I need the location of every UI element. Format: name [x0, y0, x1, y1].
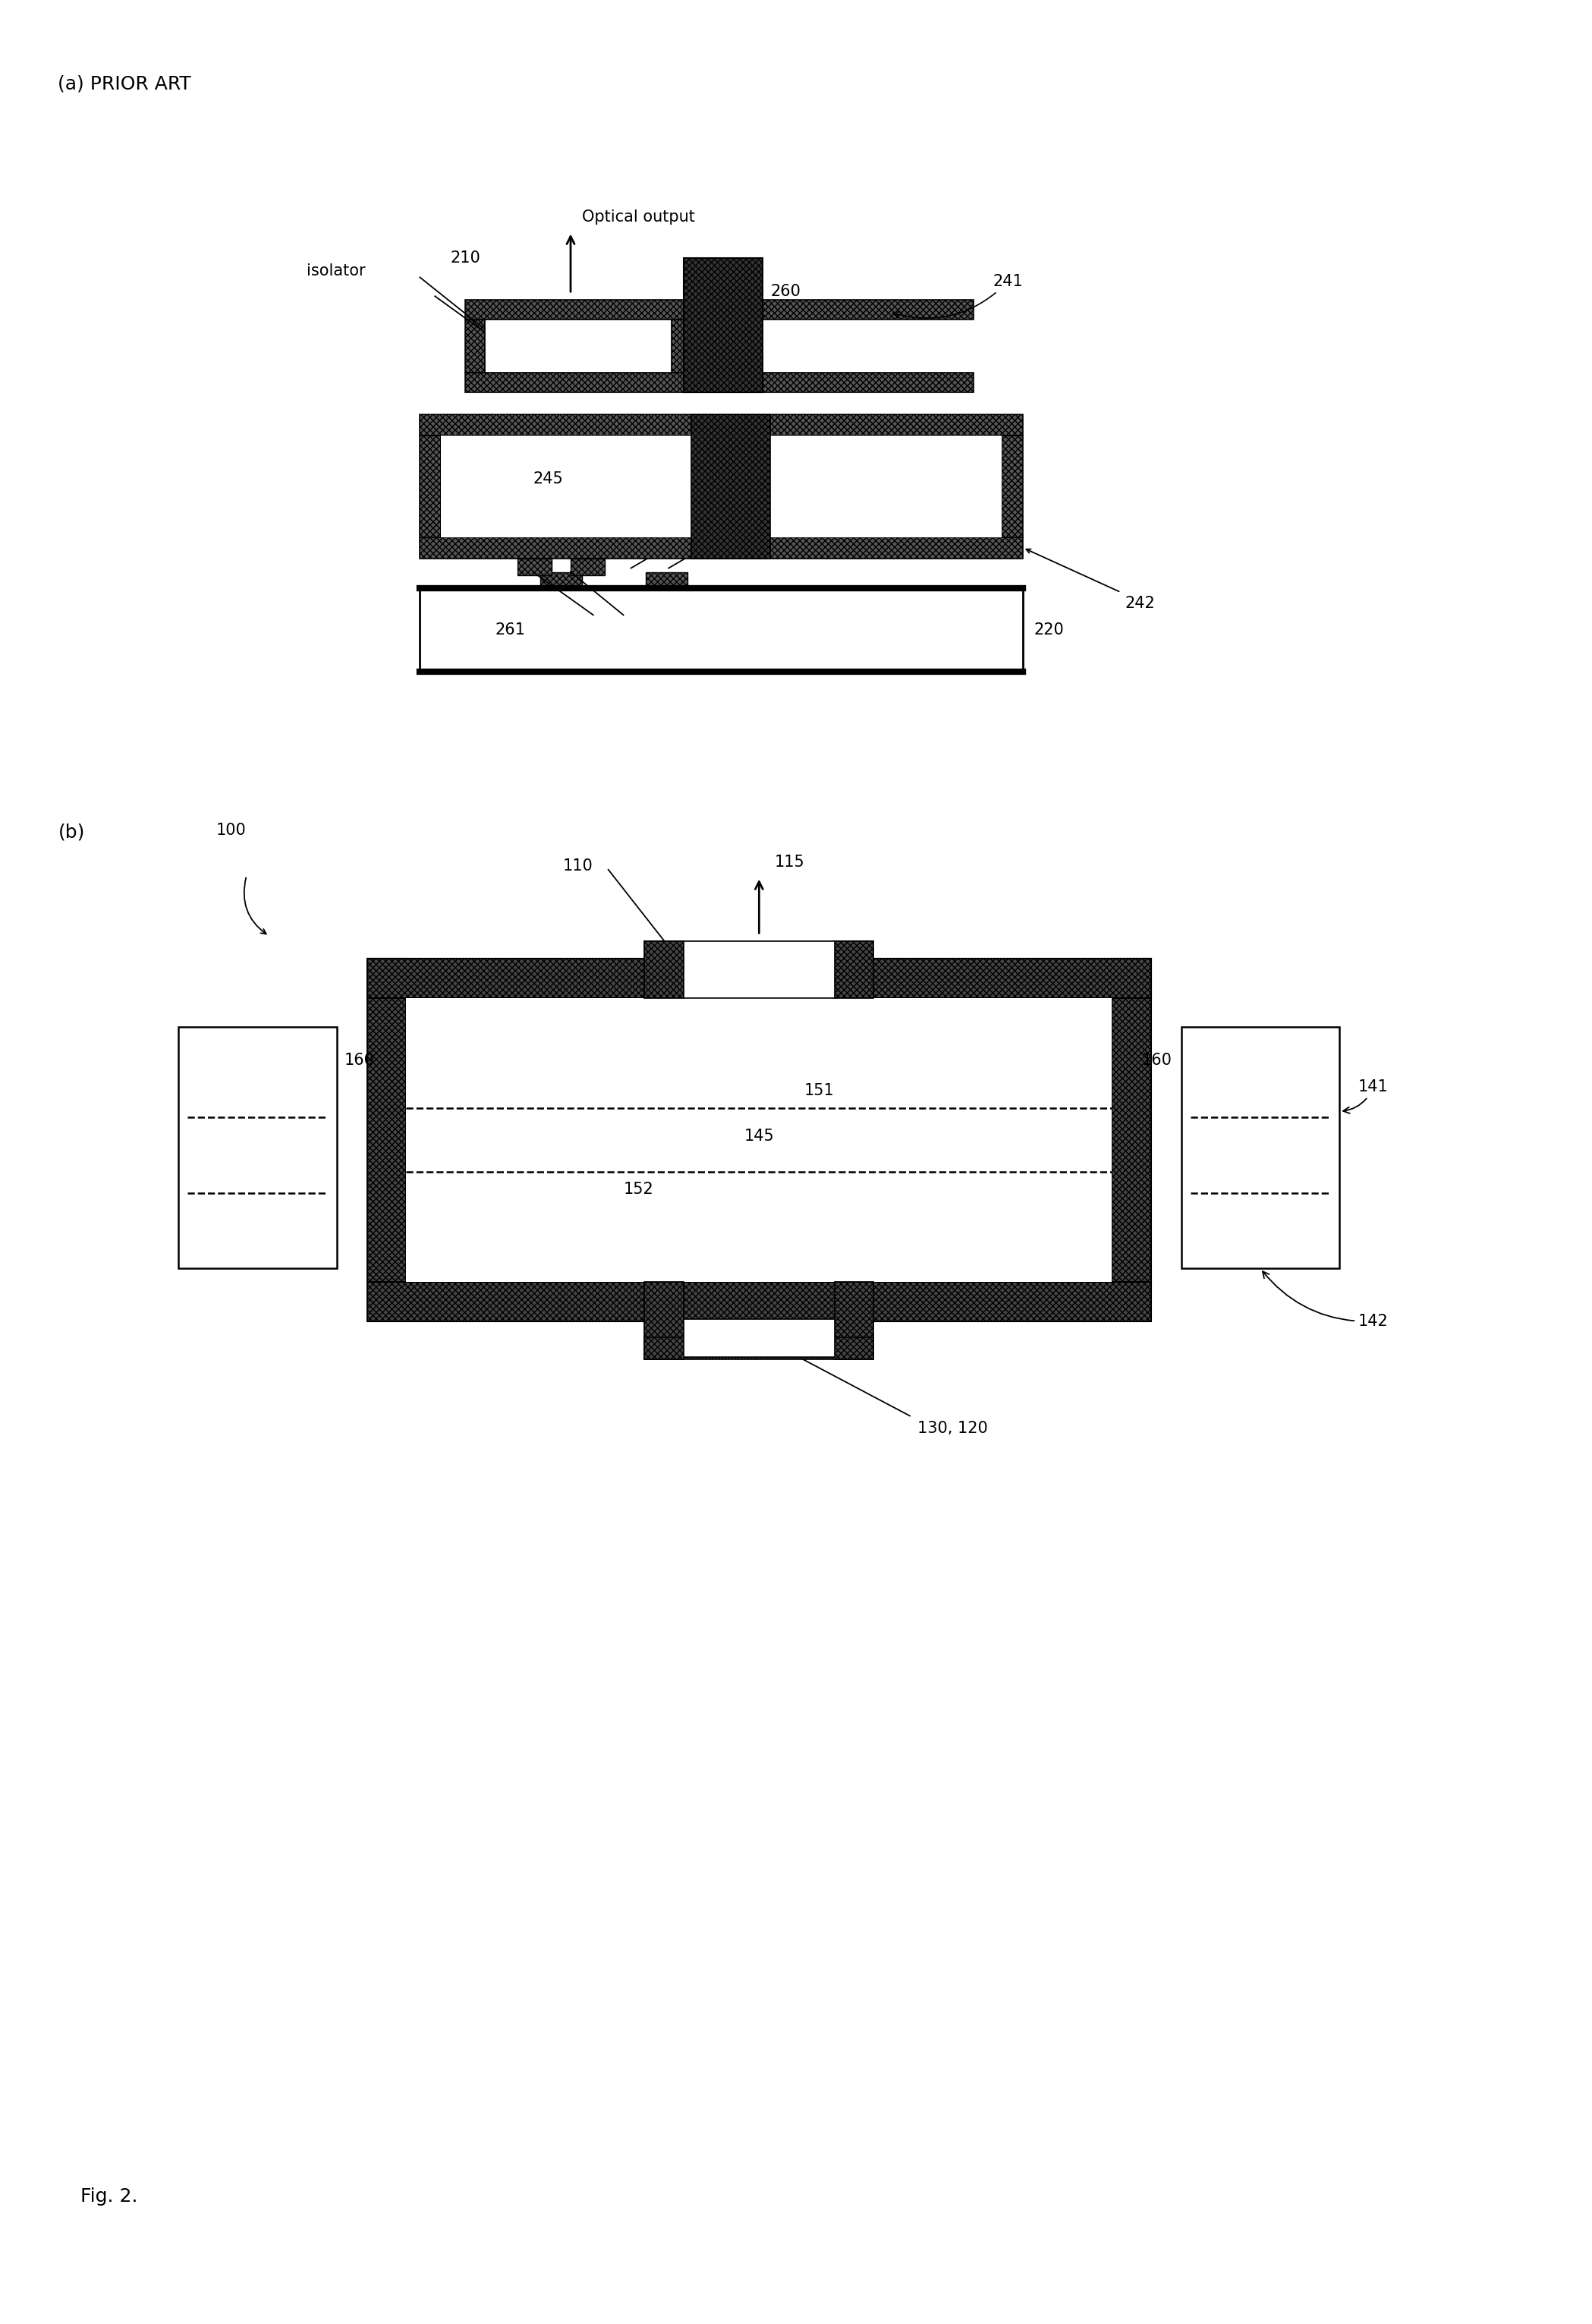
Bar: [420, 537, 1024, 558]
Bar: [646, 572, 688, 588]
Text: 151: 151: [804, 1083, 834, 1099]
Text: 242: 242: [1124, 595, 1154, 611]
Text: 160: 160: [1141, 1053, 1172, 1069]
Text: 241: 241: [893, 274, 1024, 318]
Text: 145: 145: [743, 1129, 774, 1143]
Bar: [1001, 437, 1024, 537]
Bar: [368, 1283, 1151, 1322]
Text: 115: 115: [774, 855, 804, 869]
Bar: [420, 437, 441, 537]
Bar: [465, 372, 691, 393]
Bar: [763, 300, 974, 321]
Bar: [763, 372, 974, 393]
Text: Fig. 2.: Fig. 2.: [81, 2187, 139, 2205]
Bar: [368, 960, 406, 1283]
Bar: [484, 321, 672, 372]
Text: 152: 152: [624, 1181, 654, 1197]
Bar: [672, 321, 691, 372]
Text: (b): (b): [57, 823, 84, 841]
Bar: [406, 997, 1111, 1283]
Bar: [441, 437, 1001, 537]
Text: 260: 260: [771, 284, 801, 300]
Text: 141: 141: [1344, 1081, 1388, 1113]
Text: isolator: isolator: [307, 263, 366, 279]
Bar: [834, 1283, 874, 1360]
Text: Optical output: Optical output: [583, 209, 694, 225]
FancyArrowPatch shape: [244, 878, 266, 934]
Text: 261: 261: [495, 623, 525, 637]
Bar: [645, 941, 683, 997]
Bar: [420, 588, 1024, 672]
Bar: [683, 941, 834, 997]
Text: 245: 245: [533, 472, 564, 486]
Text: 142: 142: [1262, 1271, 1388, 1329]
Bar: [420, 414, 1024, 437]
Bar: [517, 558, 552, 574]
Bar: [834, 941, 874, 997]
Bar: [1181, 1027, 1339, 1269]
Text: 100: 100: [217, 823, 247, 839]
Bar: [465, 300, 691, 321]
Text: 220: 220: [1035, 623, 1065, 637]
Text: 160: 160: [344, 1053, 374, 1069]
Bar: [465, 321, 484, 372]
Bar: [691, 414, 771, 558]
Text: (a) PRIOR ART: (a) PRIOR ART: [57, 74, 191, 93]
Bar: [645, 1339, 874, 1360]
Text: 262: 262: [767, 497, 798, 511]
Text: 130, 120: 130, 120: [917, 1422, 987, 1436]
Text: 210: 210: [451, 251, 481, 265]
Bar: [834, 960, 1151, 997]
Bar: [178, 1027, 338, 1269]
Bar: [570, 558, 605, 574]
Bar: [368, 960, 683, 997]
Bar: [683, 1320, 834, 1357]
Bar: [1111, 960, 1151, 1283]
Bar: [645, 1283, 683, 1360]
Bar: [683, 258, 763, 393]
Bar: [540, 572, 583, 588]
Text: 110: 110: [564, 858, 594, 874]
